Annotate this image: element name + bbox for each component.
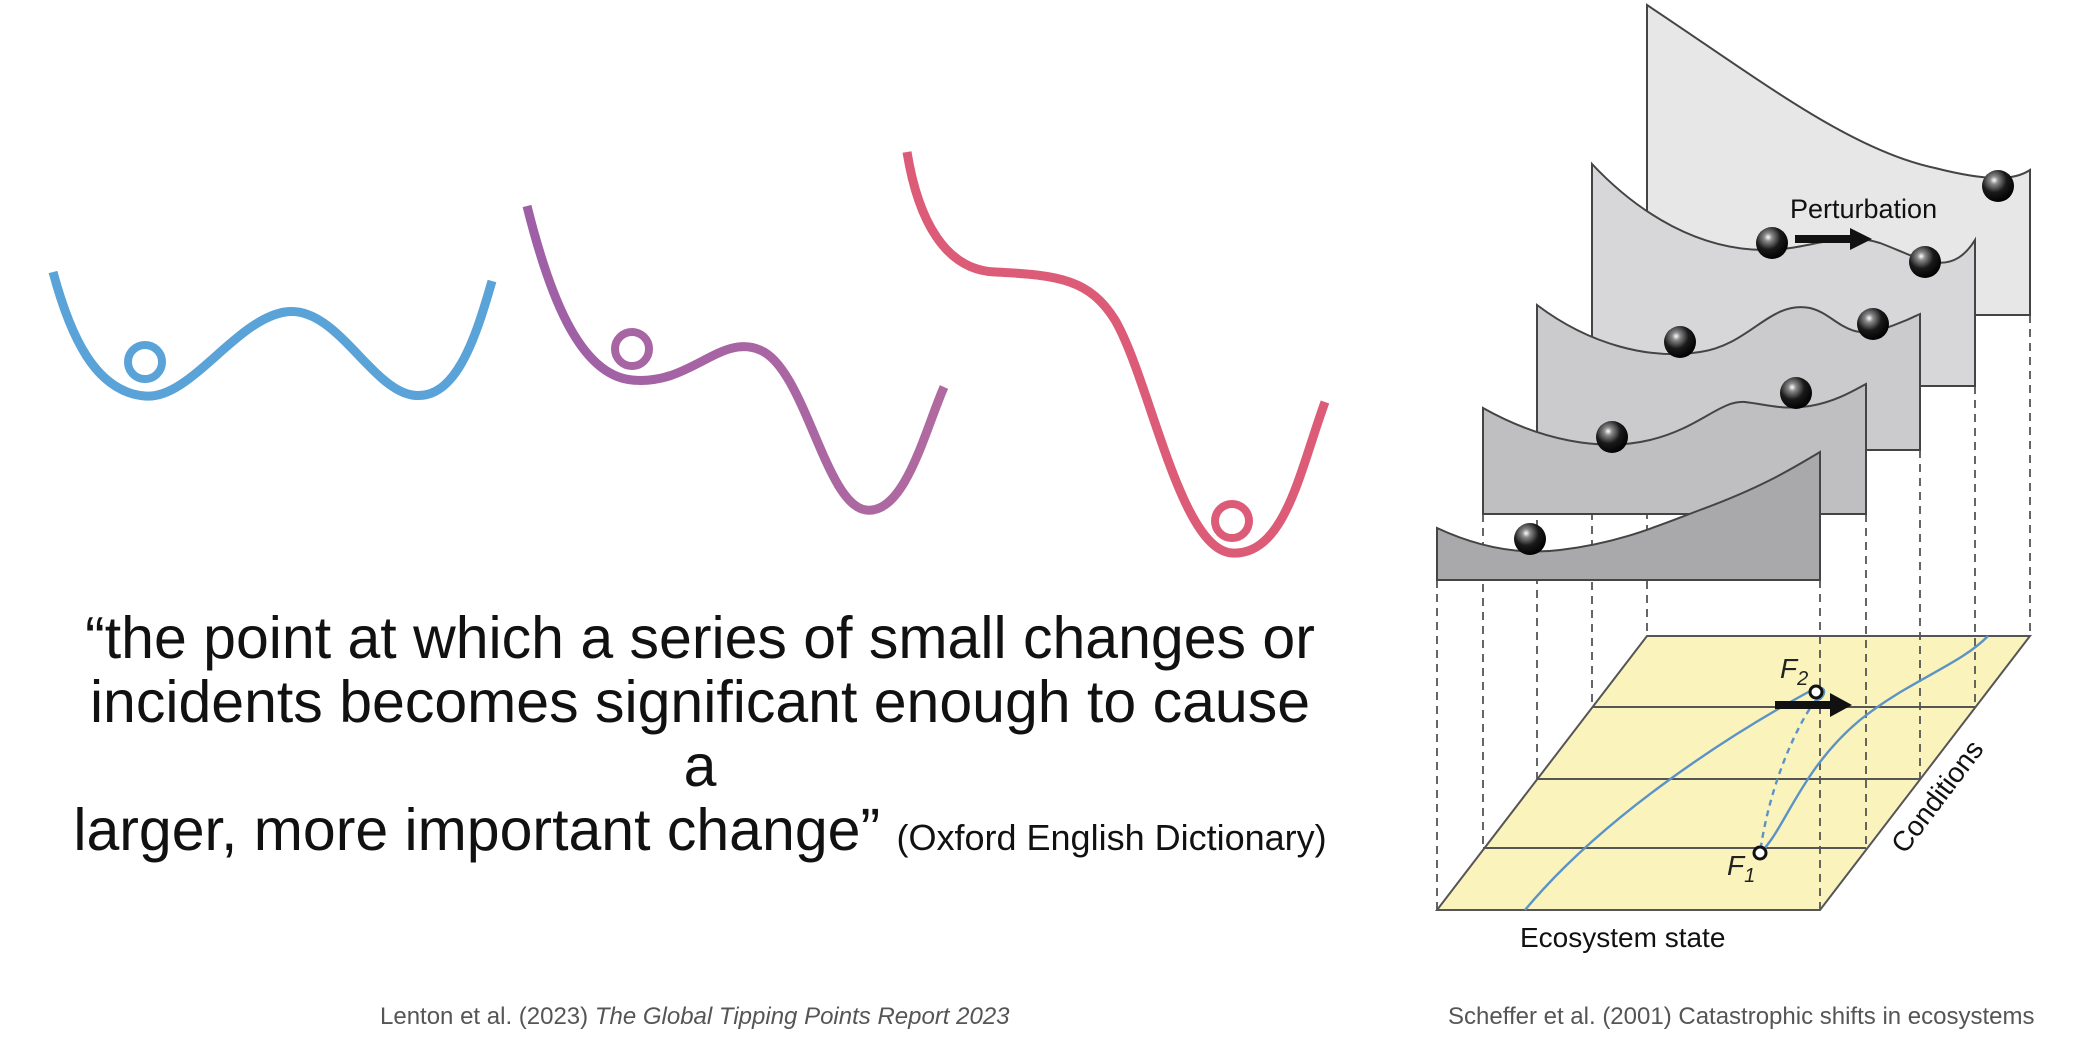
ball-icon bbox=[1909, 246, 1941, 278]
ball-icon bbox=[1664, 326, 1696, 358]
equilibrium-curve-upper bbox=[1759, 635, 1989, 854]
ball-icon bbox=[1857, 308, 1889, 340]
landscape-shallow-purple bbox=[522, 204, 949, 515]
credit-scheffer: Scheffer et al. (2001) Catastrophic shif… bbox=[1448, 1003, 2035, 1030]
landscape-tipped-red bbox=[902, 151, 1330, 558]
quote-line-3: larger, more important change” (Oxford E… bbox=[70, 798, 1330, 870]
f2-label: F2 bbox=[1780, 653, 1808, 690]
quote-line-2: incidents becomes significant enough to … bbox=[89, 669, 1311, 799]
credit-lenton: Lenton et al. (2023) The Global Tipping … bbox=[380, 1003, 1010, 1031]
landscape-panel-1 bbox=[1436, 450, 1821, 581]
ball-icon-blue bbox=[124, 341, 166, 383]
quote-line-3-text: larger, more important change” bbox=[73, 797, 881, 863]
quote-source: (Oxford English Dictionary) bbox=[896, 817, 1327, 858]
tipping-point-definition: “the point at which a series of small ch… bbox=[70, 606, 1330, 870]
ball-icon bbox=[1780, 377, 1812, 409]
ball-icon-red bbox=[1211, 500, 1253, 542]
equilibrium-curve-lower bbox=[1524, 686, 1826, 911]
ball-icon bbox=[1756, 227, 1788, 259]
quote-line-1: “the point at which a series of small ch… bbox=[85, 605, 1315, 671]
x-axis-label: Ecosystem state bbox=[1520, 922, 1725, 953]
shift-arrow-icon bbox=[1775, 693, 1852, 717]
f1-label: F1 bbox=[1727, 850, 1755, 887]
f1-point-icon bbox=[1752, 845, 1768, 861]
perturbation-arrow-icon bbox=[1795, 228, 1872, 250]
f2-point-icon bbox=[1808, 684, 1824, 700]
perturbation-label: Perturbation bbox=[1790, 194, 1937, 224]
landscape-bistable-blue bbox=[48, 270, 497, 401]
ball-icon bbox=[1596, 421, 1628, 453]
ball-icon bbox=[1514, 523, 1546, 555]
landscape-curve-blue bbox=[48, 270, 497, 401]
ball-icon-purple bbox=[611, 328, 653, 370]
landscape-curve-red bbox=[902, 151, 1330, 558]
credit-lenton-authors: Lenton et al. (2023) bbox=[380, 1003, 589, 1030]
landscape-panel-5 bbox=[1646, 3, 2031, 316]
landscape-curve-purple bbox=[522, 204, 949, 515]
credit-lenton-title: The Global Tipping Points Report 2023 bbox=[594, 1003, 1010, 1030]
scheffer-diagram: F2 F1 Ecosystem state Conditions Perturb… bbox=[1434, 3, 2033, 953]
ball-icon bbox=[1982, 170, 2014, 202]
